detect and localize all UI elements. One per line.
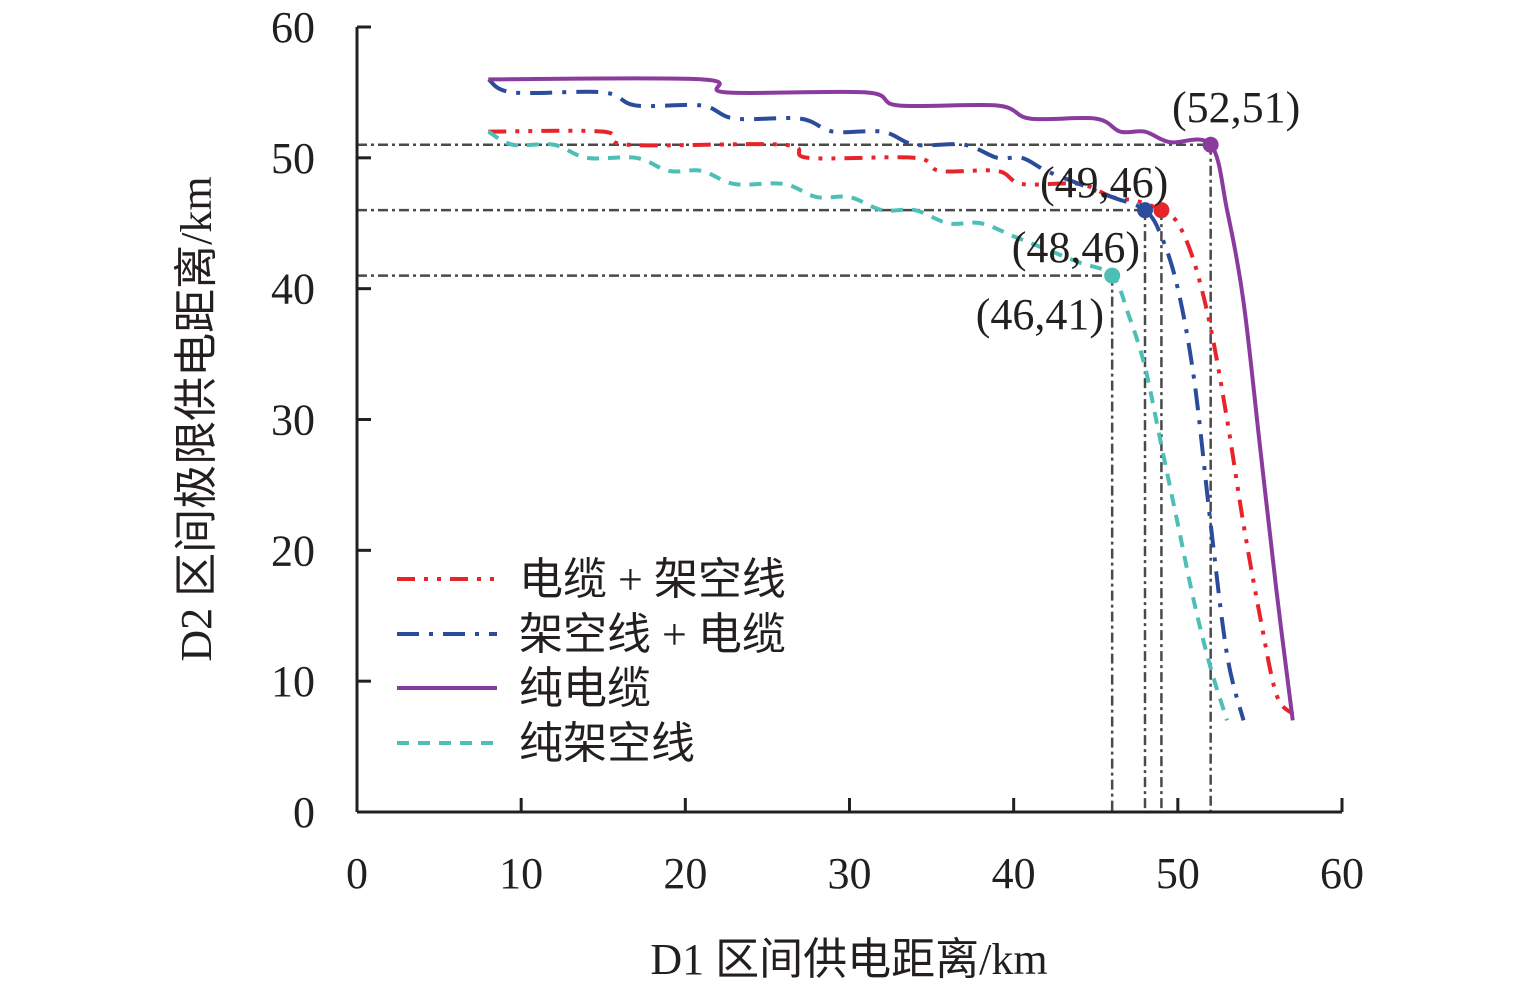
x-tick-label: 20: [663, 849, 707, 898]
y-tick-label: 20: [271, 526, 315, 575]
markers: [1104, 136, 1219, 284]
x-tick-label: 10: [499, 849, 543, 898]
annotation-marker: [1137, 202, 1153, 219]
legend-label-1: 架空线 + 电缆: [519, 610, 786, 659]
x-tick-label: 30: [828, 849, 872, 898]
annotation-marker: [1104, 267, 1121, 284]
y-tick-label: 10: [271, 657, 315, 706]
y-tick-label: 60: [271, 3, 315, 52]
annotations: (52,51)(49,46) (48,46) (46,41): [976, 83, 1301, 339]
x-tick-label: 0: [346, 849, 368, 898]
legend-label-2: 纯电缆: [519, 664, 651, 713]
x-tick-label: 40: [992, 849, 1036, 898]
x-tick-label: 60: [1320, 849, 1364, 898]
annotation-marker: [1153, 202, 1170, 219]
annotation-label: (52,51): [1172, 83, 1300, 132]
x-axis-title: D1 区间供电距离/km: [650, 935, 1047, 984]
y-axis-title: D2 区间极限供电距离/km: [172, 176, 221, 661]
annotation-label: (48,46): [1012, 223, 1140, 272]
legend-label-3: 纯架空线: [519, 719, 695, 768]
series-line-2: [488, 76, 1295, 721]
x-tick-label: 50: [1156, 849, 1200, 898]
series-line-3: [487, 129, 1229, 722]
y-tick-label: 0: [293, 788, 315, 837]
annotation-marker: [1202, 136, 1219, 153]
legend-label-0: 电缆 + 架空线: [519, 555, 786, 604]
annotation-label: (49,46): [1040, 158, 1168, 207]
reference-lines: [357, 143, 1212, 812]
ticks: 0 10 20 30 40 50 60 0 10 20 30 40 50 60: [271, 3, 1364, 898]
y-tick-label: 30: [271, 396, 315, 445]
y-tick-label: 40: [271, 265, 315, 314]
series-line-1: [487, 77, 1246, 721]
y-tick-label: 50: [271, 134, 315, 183]
annotation-label: (46,41): [976, 290, 1104, 339]
series-layer: [487, 76, 1295, 722]
